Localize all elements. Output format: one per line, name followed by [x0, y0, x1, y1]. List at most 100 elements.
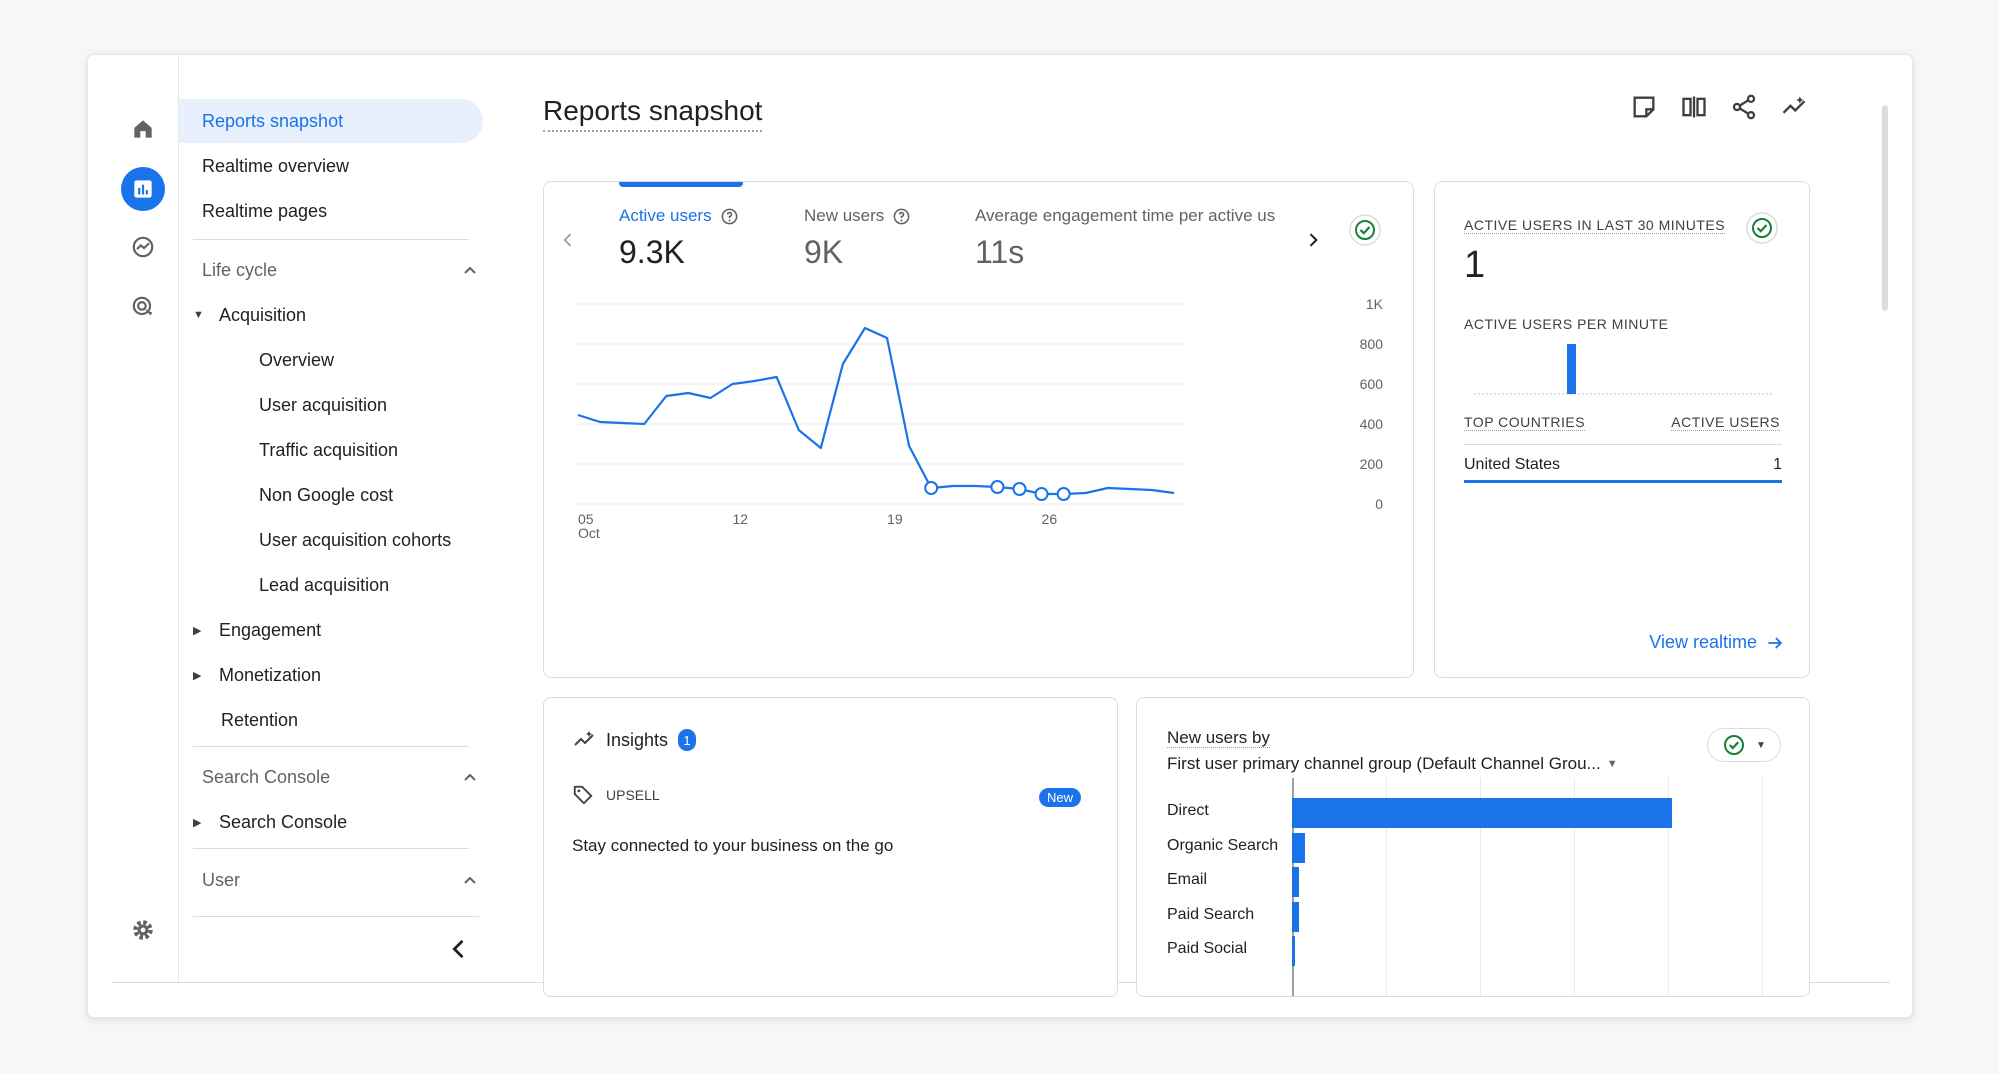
channel-bar-chart: Direct Organic Search Email Paid Search Paid… — [1137, 778, 1809, 996]
data-quality-check-icon[interactable] — [1746, 212, 1778, 244]
advertising-icon[interactable] — [121, 285, 165, 329]
prev-metric-button[interactable] — [558, 230, 578, 250]
nav-retention[interactable]: Retention — [221, 709, 299, 730]
gridline — [1668, 778, 1669, 996]
nav-user-acquisition-cohorts[interactable]: User acquisition cohorts — [259, 529, 452, 550]
metric-label: New users — [804, 206, 885, 225]
home-icon[interactable] — [121, 107, 165, 151]
metric-tab-new-users[interactable]: New users 9K — [804, 206, 911, 271]
bar-label: Email — [1167, 871, 1208, 888]
data-point-marker[interactable] — [990, 480, 1005, 494]
data-point-marker[interactable] — [1012, 482, 1027, 496]
nav-engagement[interactable]: ▶ Engagement — [193, 619, 322, 640]
metric-value: 9.3K — [619, 234, 685, 270]
tag-icon — [573, 785, 593, 805]
channel-bar[interactable] — [1292, 798, 1672, 828]
nav-section-search-console[interactable]: Search Console — [202, 755, 477, 799]
insights-sparkle-icon — [574, 731, 594, 746]
new-users-by-channel-card: New users by First user primary channel … — [1136, 697, 1810, 997]
metric-label: Average engagement time per active us — [975, 206, 1276, 225]
value-cell: 1 — [1773, 456, 1782, 473]
chevron-up-icon — [464, 266, 476, 274]
bar-label: Organic Search — [1167, 836, 1279, 854]
side-nav: Reports snapshot Realtime overview Realt… — [179, 55, 579, 982]
customize-report-icon[interactable] — [1630, 93, 1658, 121]
y-tick-label: 800 — [1360, 336, 1384, 352]
nav-acquisition[interactable]: ▼ Acquisition — [193, 304, 307, 325]
country-cell: United States — [1464, 456, 1561, 473]
insights-title: Insights — [606, 729, 669, 750]
chart-options-button[interactable]: ▼ — [1707, 728, 1781, 762]
explore-icon[interactable] — [121, 225, 165, 269]
x-tick-sublabel: Oct — [578, 525, 600, 541]
insights-card: Insights 1 UPSELL New Stay connected to … — [543, 697, 1118, 997]
metric-tab-active-users[interactable]: Active users 9.3K — [619, 206, 739, 271]
insights-sparkle-icon[interactable] — [1780, 93, 1808, 121]
nav-divider — [193, 848, 469, 849]
col-header-countries: TOP COUNTRIES — [1464, 414, 1586, 431]
nav-section-user[interactable]: User — [202, 858, 477, 902]
dimension-dropdown[interactable]: First user primary channel group (Defaul… — [1167, 754, 1618, 774]
arrow-right-icon — [1768, 636, 1783, 649]
insight-text[interactable]: Stay connected to your business on the g… — [572, 836, 894, 855]
next-metric-button[interactable] — [1303, 230, 1323, 250]
nav-traffic-acquisition[interactable]: Traffic acquisition — [259, 439, 399, 460]
per-minute-bar-chart — [1474, 344, 1774, 395]
nav-divider — [193, 239, 469, 240]
check-circle-icon — [1724, 735, 1745, 755]
insight-tag: UPSELL — [606, 787, 660, 803]
metric-value: 9K — [804, 234, 844, 270]
nav-realtime-pages[interactable]: Realtime pages — [202, 200, 328, 221]
channel-bar[interactable] — [1292, 936, 1295, 966]
per-minute-heading: ACTIVE USERS PER MINUTE — [1464, 316, 1669, 332]
collapse-nav-button[interactable] — [445, 935, 473, 963]
active-users-line-chart: 1K 800 600 400 200 0 05 12 19 26 Oct — [577, 296, 1384, 541]
metric-tab-avg-engagement[interactable]: Average engagement time per active us 11… — [975, 206, 1305, 271]
nav-divider — [193, 916, 479, 917]
chevron-up-icon — [464, 876, 476, 884]
scrollbar-thumb[interactable] — [1882, 105, 1888, 311]
data-point-marker[interactable] — [924, 481, 939, 495]
page-title: Reports snapshot — [543, 95, 763, 132]
header-actions — [1630, 93, 1808, 121]
help-icon[interactable] — [720, 207, 739, 226]
nav-user-acquisition[interactable]: User acquisition — [259, 394, 388, 415]
view-realtime-link[interactable]: View realtime — [1649, 632, 1785, 653]
gridline — [1574, 778, 1575, 996]
nav-search-console[interactable]: ▶ Search Console — [193, 811, 348, 832]
metrics-chart-card: Active users 9.3K New users 9K Average e… — [543, 181, 1414, 678]
section-title: User — [202, 869, 241, 890]
help-icon[interactable] — [892, 207, 911, 226]
nav-section-lifecycle[interactable]: Life cycle — [202, 248, 477, 292]
data-point-marker[interactable] — [1056, 487, 1071, 501]
nav-non-google-cost[interactable]: Non Google cost — [259, 484, 394, 505]
channel-bar[interactable] — [1292, 901, 1299, 932]
y-tick-label: 400 — [1360, 416, 1384, 432]
nav-realtime-overview[interactable]: Realtime overview — [202, 155, 350, 176]
bar-label: Paid Search — [1167, 905, 1255, 923]
app-frame: Reports snapshot Realtime overview Realt… — [87, 54, 1913, 1018]
icon-rail — [88, 55, 179, 982]
realtime-heading: ACTIVE USERS IN LAST 30 MINUTES — [1464, 217, 1726, 234]
data-quality-check-icon[interactable] — [1349, 214, 1381, 246]
nav-monetization[interactable]: ▶ Monetization — [193, 664, 322, 685]
channel-bar[interactable] — [1292, 867, 1299, 897]
nav-reports-snapshot[interactable]: Reports snapshot — [179, 99, 483, 143]
share-icon[interactable] — [1730, 93, 1758, 121]
bar-label: Paid Social — [1167, 940, 1248, 957]
y-tick-label: 600 — [1360, 376, 1384, 392]
channel-bar[interactable] — [1292, 832, 1306, 863]
dimension-label: First user primary channel group (Defaul… — [1167, 754, 1601, 773]
settings-gear-icon[interactable] — [121, 908, 165, 952]
realtime-value: 1 — [1464, 244, 1486, 286]
data-point-marker[interactable] — [1034, 487, 1049, 501]
x-tick-label: 12 — [733, 511, 749, 527]
reports-icon[interactable] — [121, 167, 165, 211]
nav-acq-overview[interactable]: Overview — [259, 349, 335, 370]
channel-card-title: New users by — [1167, 728, 1270, 748]
section-title: Life cycle — [202, 259, 278, 280]
nav-divider — [193, 746, 469, 747]
gridline — [1762, 778, 1763, 996]
nav-lead-acquisition[interactable]: Lead acquisition — [259, 574, 390, 595]
compare-icon[interactable] — [1680, 93, 1708, 121]
